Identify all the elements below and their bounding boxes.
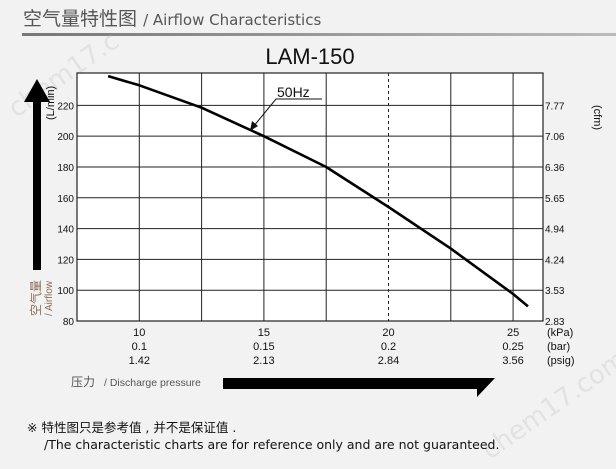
y-axis-label-cn: 空气量 — [28, 280, 43, 316]
x-tick-bar: 0.2 — [381, 341, 396, 353]
note-en: /The characteristic charts are for refer… — [44, 437, 500, 452]
chart-title: LAM-150 — [265, 44, 354, 69]
y-tick-label: 120 — [57, 255, 74, 266]
y2-tick-label: 4.94 — [545, 225, 565, 236]
y2-tick-label: 6.36 — [545, 163, 565, 174]
x-axis-label-en: / Discharge pressure — [104, 377, 201, 389]
x-tick-bar: 0.25 — [502, 341, 523, 353]
title-cn: 空气量特性图 — [23, 8, 138, 30]
x-axis-arrow — [223, 378, 495, 397]
curve-label: 50Hz — [277, 84, 310, 100]
y-unit-label: (L/min) — [45, 86, 57, 120]
x-tick-psig: 1.42 — [129, 355, 150, 367]
y2-tick-label: 7.06 — [545, 132, 565, 143]
y-axis-arrow-head — [24, 79, 50, 102]
y2-unit-label: (cfm) — [591, 105, 603, 130]
y2-tick-label: 2.83 — [545, 317, 565, 328]
y2-tick-label: 3.53 — [545, 286, 565, 297]
y2-tick-label: 5.65 — [545, 194, 565, 205]
y-axis-arrow-shaft — [33, 100, 41, 270]
title-en: / Airflow Characteristics — [143, 11, 322, 29]
curve-label-leader — [252, 98, 322, 128]
x-tick-psig: 3.56 — [502, 355, 523, 367]
x-axis-label-cn: 压力 — [71, 375, 95, 389]
x-tick-kpa: 20 — [382, 327, 394, 339]
header-divider — [22, 33, 616, 36]
x-tick-kpa: 25 — [507, 327, 519, 339]
y-tick-label: 160 — [57, 194, 74, 205]
y-tick-label: 220 — [57, 101, 74, 112]
y-tick-label: 200 — [57, 132, 74, 143]
x-tick-kpa: 10 — [133, 327, 145, 339]
x-unit: (kPa) — [547, 327, 573, 339]
plot-area — [76, 72, 544, 322]
note-cn: ※ 特性图只是参考值 , 并不是保证值 . — [27, 420, 237, 435]
series-line-50hz — [107, 74, 529, 308]
y-tick-label: 100 — [57, 286, 74, 297]
y-tick-label: 140 — [57, 225, 74, 236]
y2-tick-label: 7.77 — [545, 101, 565, 112]
x-tick-psig: 2.13 — [253, 355, 274, 367]
section-title: 空气量特性图 / Airflow Characteristics — [23, 4, 321, 31]
x-tick-psig: 2.84 — [378, 355, 399, 367]
x-tick-kpa: 15 — [258, 327, 270, 339]
x-tick-bar: 0.1 — [132, 341, 147, 353]
leader-arrowhead — [250, 121, 258, 131]
x-tick-bar: 0.15 — [253, 341, 274, 353]
y-axis-label-en: / Airflow — [44, 280, 55, 316]
x-unit: (psig) — [547, 355, 575, 367]
y-tick-label: 180 — [57, 163, 74, 174]
y-tick-label: 80 — [63, 317, 75, 328]
x-unit: (bar) — [547, 341, 570, 353]
y2-tick-label: 4.24 — [545, 255, 565, 266]
